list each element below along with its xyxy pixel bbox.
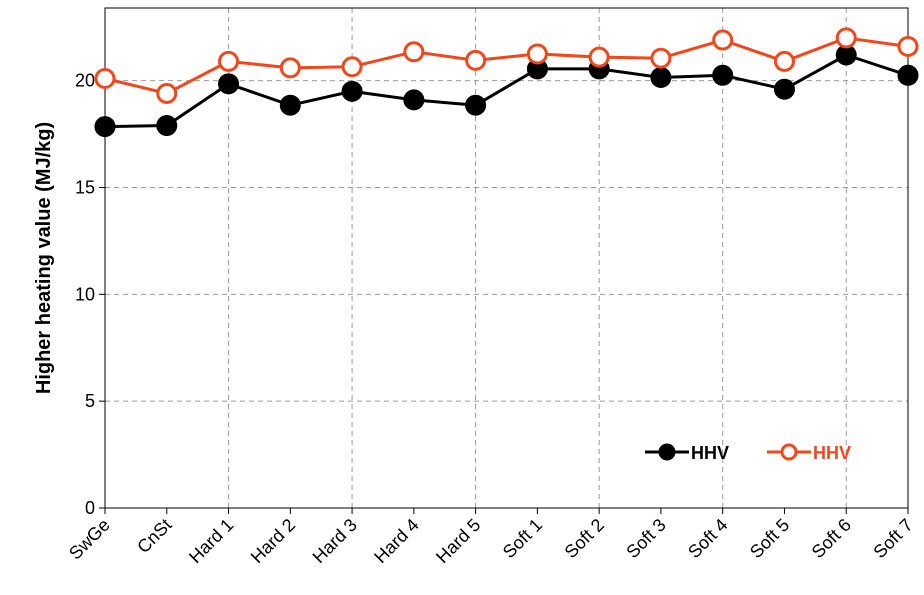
point xyxy=(279,57,301,79)
x-tick-label: Hard 5 xyxy=(432,515,484,567)
x-tick-label: Hard 1 xyxy=(185,515,237,567)
y-tick-label: 15 xyxy=(75,177,95,197)
point xyxy=(465,94,487,116)
x-tick-label: Soft 2 xyxy=(561,515,608,562)
point xyxy=(835,44,857,66)
point xyxy=(279,94,301,116)
point xyxy=(403,89,425,111)
series-line xyxy=(104,53,909,129)
y-axis-title: Higher heating value (MJ/kg) xyxy=(33,122,55,394)
x-tick-label: CnSt xyxy=(133,515,175,557)
x-tick-label: Soft 5 xyxy=(746,515,793,562)
point xyxy=(403,41,425,63)
x-tick-label: Soft 3 xyxy=(622,515,669,562)
legend-marker xyxy=(658,443,676,461)
x-tick-label: Soft 7 xyxy=(869,515,916,562)
legend-marker xyxy=(780,443,798,461)
legend-label: HHV xyxy=(813,443,851,463)
legend-label: HHV xyxy=(691,443,729,463)
point xyxy=(465,49,487,71)
x-tick-label: Soft 4 xyxy=(684,515,731,562)
point xyxy=(94,116,116,138)
x-tick-label: Soft 1 xyxy=(499,515,546,562)
y-tick-label: 10 xyxy=(75,284,95,304)
y-tick-label: 5 xyxy=(85,391,95,411)
y-tick-label: 0 xyxy=(85,498,95,518)
point xyxy=(650,66,672,88)
point xyxy=(218,73,240,95)
point xyxy=(835,27,857,49)
point xyxy=(156,82,178,104)
point xyxy=(897,35,919,57)
x-tick-label: Hard 3 xyxy=(309,515,361,567)
point xyxy=(897,64,919,86)
point xyxy=(526,43,548,65)
y-tick-label: 20 xyxy=(75,71,95,91)
x-tick-label: Soft 6 xyxy=(808,515,855,562)
x-tick-label: Hard 4 xyxy=(370,515,422,567)
point xyxy=(94,68,116,90)
point xyxy=(341,56,363,78)
point xyxy=(773,50,795,72)
point xyxy=(712,29,734,51)
point xyxy=(156,115,178,137)
point xyxy=(218,50,240,72)
point xyxy=(712,64,734,86)
plot-frame xyxy=(104,7,909,509)
point xyxy=(341,80,363,102)
x-tick-label: Hard 2 xyxy=(247,515,299,567)
point xyxy=(650,47,672,69)
point xyxy=(773,78,795,100)
point xyxy=(588,46,610,68)
x-tick-label: SwGe xyxy=(65,515,114,564)
